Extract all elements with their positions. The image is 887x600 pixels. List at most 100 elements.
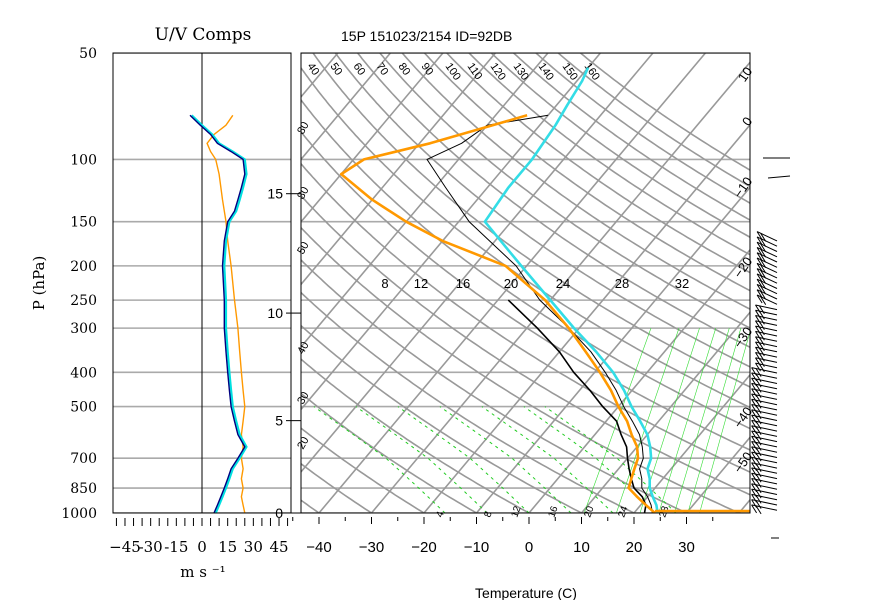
temp-x-tick-label: −40 xyxy=(306,539,331,556)
wind-barb-flag xyxy=(755,394,762,404)
wind-barb-staff xyxy=(767,175,791,179)
wind-barb-flag xyxy=(755,426,762,435)
uv-y-tick-label: 200 xyxy=(70,259,97,275)
wind-barb-flag xyxy=(756,268,763,277)
wind-barb xyxy=(751,372,778,383)
isotherm-label: 100 xyxy=(443,61,463,83)
dry-adiabat xyxy=(301,291,636,513)
isotherm xyxy=(301,53,497,286)
dry-adiabat-label: 0 xyxy=(739,114,755,129)
wind-barb-flag xyxy=(755,473,762,483)
isotherm xyxy=(475,186,750,513)
isotherm xyxy=(528,248,750,513)
wind-barb-staff xyxy=(751,446,778,453)
wind-barb xyxy=(756,257,778,268)
temp-x-tick-label: 30 xyxy=(678,539,695,556)
wind-barb-staff xyxy=(751,441,778,448)
wind-barb-staff xyxy=(751,393,778,400)
uv-x-tick-label: -15 xyxy=(164,538,188,556)
wind-barb-staff xyxy=(756,231,778,242)
wind-barb xyxy=(756,252,778,263)
wind-barb-staff xyxy=(756,247,778,258)
uv-x-tick-label: 45 xyxy=(269,538,288,556)
isotherm xyxy=(301,53,444,224)
wind-barb-staff xyxy=(756,257,778,268)
wind-barb-flag xyxy=(755,384,762,393)
wind-barb-flag xyxy=(756,257,763,267)
uv-frame xyxy=(112,52,292,514)
wind-barb-staff xyxy=(751,504,778,511)
wind-barb xyxy=(756,283,778,295)
dry-adiabat-label: 50 xyxy=(295,240,312,257)
wind-barb-flag xyxy=(751,430,758,440)
skewt-profiles xyxy=(339,67,750,513)
wind-barb-staff xyxy=(751,467,778,474)
uv-y-axis-label: P (hPa) xyxy=(30,256,48,311)
uv-panel: U/V Comps P (hPa) m s ⁻¹ 501001502002503… xyxy=(30,25,292,581)
wind-barb xyxy=(756,262,778,274)
dry-adiabat xyxy=(301,162,750,473)
wind-barb-flag xyxy=(755,452,762,462)
wind-barb-staff xyxy=(756,294,778,305)
dry-adiabat-label: 10 xyxy=(735,64,756,84)
wind-barb-flag xyxy=(755,468,762,478)
moist-adiabat-label: 12 xyxy=(509,504,523,519)
wind-barb xyxy=(751,462,778,472)
wind-barb-flag xyxy=(755,400,762,409)
wind-barb-flag xyxy=(755,458,762,467)
isotherm xyxy=(301,53,549,349)
skewt-title: 15P 151023/2154 ID=92DB xyxy=(341,28,512,44)
dry-adiabat xyxy=(301,130,750,451)
uv-series-line xyxy=(189,114,246,513)
mixing-ratio-label: 24 xyxy=(556,276,570,291)
isotherm-label: 70 xyxy=(374,61,391,78)
wind-barb-flag xyxy=(758,342,765,352)
skewt-background xyxy=(301,53,750,513)
profile-line xyxy=(426,114,653,513)
wind-barb-staff xyxy=(751,414,778,421)
wind-barb-staff xyxy=(755,357,778,363)
wind-barb-flag xyxy=(751,462,758,471)
dry-adiabat xyxy=(301,194,750,496)
moist-adiabat-label: 8 xyxy=(482,510,494,519)
wind-barb-flag xyxy=(755,431,762,441)
wind-barb-staff xyxy=(751,456,778,464)
wind-barb-flag xyxy=(756,236,763,246)
dry-adiabat-label: −40 xyxy=(730,404,755,431)
wind-barb-staff xyxy=(756,278,778,289)
wind-barb-staff xyxy=(756,236,778,247)
wind-barb-staff xyxy=(755,309,778,316)
wind-barb-flag xyxy=(760,259,767,268)
wind-barb-staff xyxy=(756,268,778,279)
wind-barb-flag xyxy=(760,285,767,295)
uv-y-tick-label: 150 xyxy=(70,215,97,231)
wind-barbs xyxy=(751,157,791,539)
wind-barb-staff xyxy=(751,404,778,411)
skewt-x-axis-label: Temperature (C) xyxy=(475,585,577,600)
wind-barb-flag xyxy=(760,270,767,279)
dry-adiabat-label: −50 xyxy=(730,449,755,476)
wind-barb xyxy=(751,398,778,409)
dry-adiabat xyxy=(301,358,531,513)
dry-adiabat xyxy=(556,53,750,188)
height-tick-label: 15 xyxy=(267,186,283,202)
dry-adiabat-label: 30 xyxy=(295,390,312,407)
temp-x-tick-label: −20 xyxy=(411,539,436,556)
moist-adiabat xyxy=(313,406,446,513)
uv-y-tick-label: 700 xyxy=(70,451,97,467)
uv-y-tick-label: 400 xyxy=(70,365,97,381)
wind-barb-staff xyxy=(756,289,778,300)
wind-barb xyxy=(756,236,778,247)
wind-barb-staff xyxy=(751,425,778,432)
wind-barb-staff xyxy=(751,499,778,506)
skewt-frame xyxy=(300,52,751,514)
uv-x-axis-label: m s ⁻¹ xyxy=(180,563,225,581)
mixing-ratio-line xyxy=(699,330,750,513)
wind-barb-staff xyxy=(755,325,778,332)
isotherm-label: 120 xyxy=(488,61,508,83)
isotherm-label: 40 xyxy=(305,61,322,78)
isotherm-label: 110 xyxy=(465,61,485,82)
uv-series-line xyxy=(190,114,248,513)
uv-lines xyxy=(189,114,248,513)
moist-adiabat xyxy=(544,406,677,513)
